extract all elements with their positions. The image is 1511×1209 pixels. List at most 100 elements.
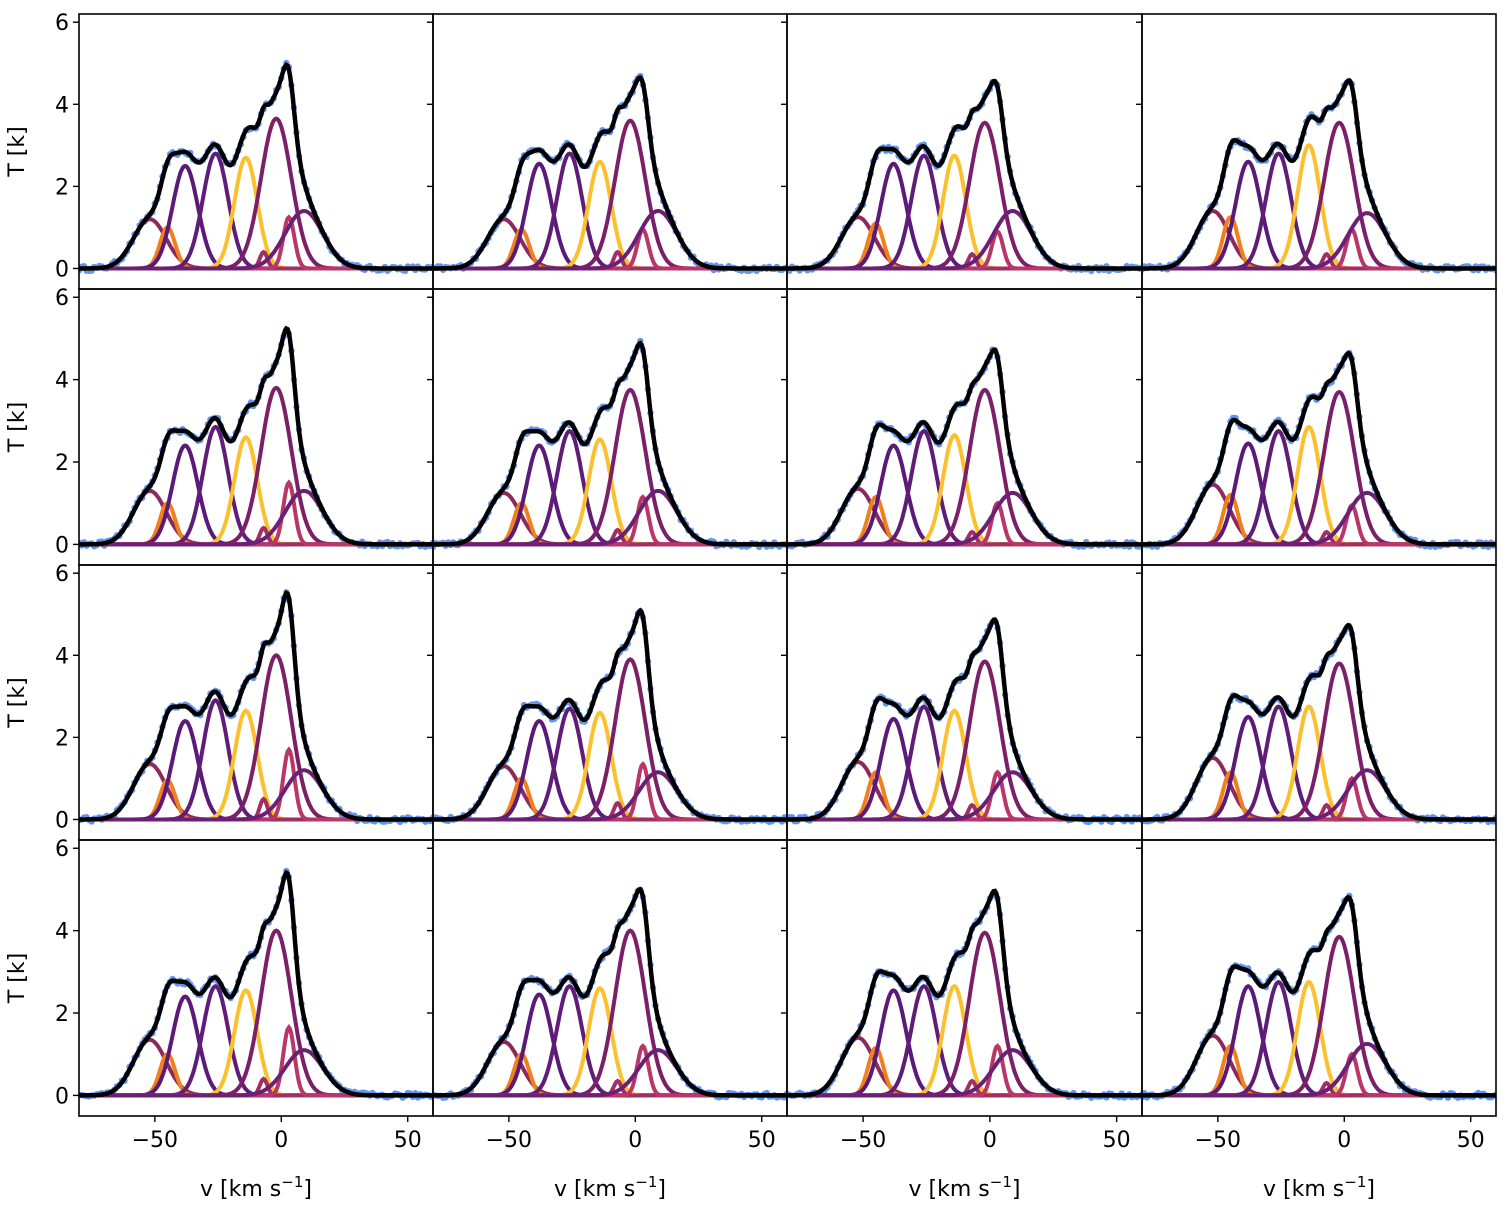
y-axis-label: T [k] [5, 953, 30, 1004]
component-line-9 [433, 770, 787, 822]
panel-frame [786, 13, 1143, 290]
component-line-9 [787, 770, 1142, 822]
panel-r1-c2 [427, 13, 788, 290]
x-tick-label: −50 [486, 1128, 532, 1153]
component-line-5 [79, 708, 433, 822]
y-tick-label: 4 [55, 93, 69, 118]
y-tick-label: 6 [55, 837, 69, 862]
panel-frame [78, 13, 434, 290]
total-fit-line [1142, 894, 1496, 1098]
panel-frame [1141, 288, 1497, 566]
y-tick-label: 6 [55, 562, 69, 587]
y-axis-labels: T [k] T [k] T [k] T [k] [5, 126, 30, 1004]
x-axis-label: v [km s−1] [1263, 1173, 1375, 1202]
panel-r3-c4 [1136, 564, 1497, 841]
panel-r2-c2 [427, 288, 788, 566]
component-line-4 [433, 983, 787, 1098]
total-fit-line [787, 617, 1142, 822]
x-tick-label: 50 [1457, 1128, 1485, 1153]
panel-frame [432, 564, 788, 841]
plot-area [433, 886, 787, 1101]
y-tick-label: 0 [55, 808, 69, 833]
panel-frame [432, 288, 788, 566]
panel-r1-c1: 0 2 4 6 [55, 11, 434, 290]
panel-r3-c2 [427, 564, 788, 841]
y-axis-label: T [k] [5, 402, 30, 453]
plot-area [1142, 892, 1496, 1101]
y-tick-label: 0 [55, 533, 69, 558]
total-fit-line [433, 887, 787, 1098]
panel-frame [78, 839, 434, 1117]
plot-area [433, 337, 787, 551]
x-tick-label: −50 [840, 1128, 886, 1153]
panel-frame [1141, 839, 1497, 1117]
y-tick-label: 0 [55, 1084, 69, 1109]
plot-area [433, 72, 787, 275]
x-tick-label: 0 [628, 1128, 642, 1153]
component-line-5 [433, 710, 787, 822]
x-tick-label: −50 [132, 1128, 178, 1153]
panel-frame [1141, 564, 1497, 841]
total-fit-line [787, 78, 1142, 271]
panel-r4-c1: 0 2 4 6 −50 0 50 [55, 837, 434, 1153]
panel-r1-c3 [781, 13, 1143, 290]
component-line-8 [787, 769, 1142, 822]
total-fit-line [1142, 78, 1496, 271]
x-tick-label: 0 [1337, 1128, 1351, 1153]
x-tick-label: 50 [394, 1128, 422, 1153]
plot-area [1142, 349, 1496, 550]
panel-r4-c4: −50 0 50 [1136, 839, 1497, 1153]
component-line-2 [787, 770, 1142, 822]
panel-frame [1141, 13, 1497, 290]
plot-area [1142, 622, 1496, 826]
y-tick-label: 0 [55, 257, 69, 282]
plot-area [79, 59, 433, 275]
component-line-3 [433, 992, 787, 1098]
x-tick-label: −50 [1195, 1128, 1241, 1153]
plot-area [79, 325, 433, 550]
plot-area [787, 888, 1142, 1101]
total-fit-line [787, 347, 1142, 547]
component-line-3 [787, 988, 1142, 1098]
component-line-3 [433, 718, 787, 822]
plot-area [79, 867, 433, 1101]
y-tick-label: 4 [55, 644, 69, 669]
x-axis-label: v [km s−1] [909, 1173, 1021, 1202]
plot-area [787, 346, 1142, 550]
component-line-5 [433, 437, 787, 547]
y-tick-label: 4 [55, 369, 69, 394]
component-line-3 [433, 443, 787, 547]
component-line-3 [787, 716, 1142, 822]
y-tick-label: 6 [55, 11, 69, 36]
y-tick-label: 2 [55, 451, 69, 476]
y-tick-label: 6 [55, 286, 69, 311]
panel-r3-c1: 0 2 4 6 [55, 562, 434, 841]
panel-r4-c2: −50 0 50 [427, 839, 788, 1153]
component-line-9 [1142, 768, 1496, 822]
x-axis-label: v [km s−1] [554, 1173, 666, 1202]
panel-r2-c3 [781, 288, 1143, 566]
component-line-3 [79, 443, 433, 547]
panel-r4-c3: −50 0 50 [781, 839, 1143, 1153]
x-axis-label: v [km s−1] [200, 1173, 312, 1202]
component-line-4 [787, 983, 1142, 1098]
plot-area [79, 589, 433, 826]
panel-frame [432, 13, 788, 290]
x-tick-label: 50 [1103, 1128, 1131, 1153]
total-fit-line [79, 869, 433, 1098]
plot-area [1142, 77, 1496, 274]
total-fit-line [79, 590, 433, 822]
y-axis-label: T [k] [5, 126, 30, 177]
component-line-5 [787, 983, 1142, 1098]
total-fit-line [433, 75, 787, 271]
x-axis-labels: v [km s−1] v [km s−1] v [km s−1] v [km s−1] [200, 1173, 1375, 1202]
plot-area [433, 607, 787, 826]
y-tick-label: 2 [55, 175, 69, 200]
total-fit-line [1142, 622, 1496, 822]
panel-frame [786, 564, 1143, 841]
y-tick-label: 2 [55, 726, 69, 751]
total-fit-line [433, 340, 787, 547]
plot-area [787, 78, 1142, 275]
panel-r3-c3 [781, 564, 1143, 841]
y-tick-label: 2 [55, 1002, 69, 1027]
